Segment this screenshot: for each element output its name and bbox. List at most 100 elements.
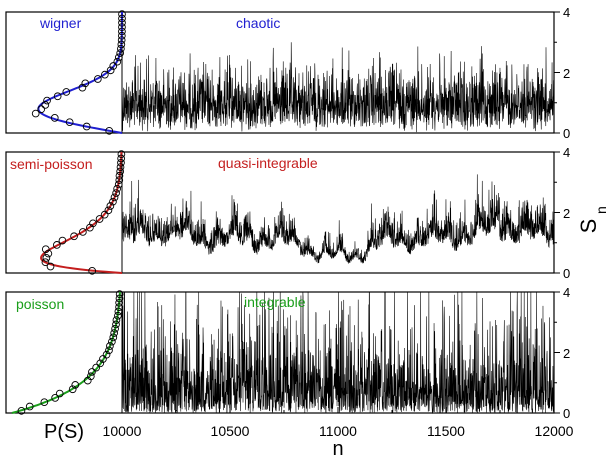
dist-point-wigner	[117, 40, 126, 49]
tick-bot-4: 4	[563, 285, 570, 300]
dist-point-poisson	[108, 337, 116, 346]
dist-point-semi-poisson	[70, 232, 78, 241]
xtick-10500: 10500	[211, 423, 250, 439]
dist-point-wigner	[113, 57, 122, 66]
dist-point-poisson	[71, 381, 80, 389]
dist-point-wigner	[93, 75, 102, 83]
dist-point-wigner	[105, 126, 114, 135]
dist-point-semi-poisson	[113, 184, 121, 193]
dist-point-wigner	[41, 101, 50, 109]
dist-point-wigner	[116, 49, 125, 57]
dist-point-poisson	[112, 316, 121, 324]
x-axis-label: n	[332, 438, 343, 458]
tick-mid-4: 4	[563, 145, 570, 160]
dist-point-wigner	[117, 31, 126, 40]
dist-point-poisson	[106, 342, 114, 350]
dist-point-poisson	[115, 294, 124, 303]
dist-point-poisson	[112, 320, 120, 329]
dist-point-wigner	[62, 88, 71, 96]
dist-point-poisson	[114, 311, 122, 320]
series-top	[121, 42, 555, 133]
dist-point-poisson	[68, 385, 77, 394]
label-wigner: wigner	[39, 15, 82, 31]
tick-bot-0: 0	[563, 406, 570, 421]
dist-point-semi-poisson	[110, 193, 119, 202]
dist-point-semi-poisson	[117, 158, 125, 167]
dist-point-wigner	[118, 27, 126, 36]
label-quasi-integrable: quasi-integrable	[218, 155, 318, 171]
dist-point-wigner	[31, 109, 40, 118]
dist-point-wigner	[117, 36, 126, 44]
dist-point-semi-poisson	[115, 171, 124, 180]
label-semi-poisson: semi-poisson	[10, 156, 92, 172]
dist-point-semi-poisson	[114, 180, 123, 189]
dist-point-wigner	[118, 14, 126, 23]
dist-point-wigner	[109, 62, 118, 70]
label-integrable: integrable	[244, 294, 306, 310]
dist-point-poisson	[17, 406, 26, 415]
dist-point-semi-poisson	[46, 262, 55, 271]
dist-point-poisson	[96, 359, 105, 368]
dist-point-semi-poisson	[79, 228, 87, 236]
dist-point-semi-poisson	[41, 245, 50, 254]
dist-point-semi-poisson	[53, 241, 61, 249]
dist-point-semi-poisson	[89, 219, 97, 228]
dist-point-semi-poisson	[95, 215, 104, 223]
dist-point-poisson	[115, 290, 124, 299]
dist-point-poisson	[55, 389, 64, 398]
tick-top-4: 4	[563, 5, 570, 20]
tick-bot-2: 2	[563, 346, 570, 361]
dist-point-semi-poisson	[42, 254, 51, 262]
series-middle	[121, 174, 555, 264]
dist-point-poisson	[88, 368, 96, 376]
dist-point-wigner	[118, 18, 126, 27]
dist-point-poisson	[111, 324, 119, 333]
dist-point-semi-poisson	[117, 154, 126, 163]
dist-point-poisson	[102, 350, 111, 359]
xtick-12000: 12000	[535, 423, 574, 439]
dist-point-semi-poisson	[88, 266, 97, 275]
tick-mid-2: 2	[563, 206, 570, 221]
dist-point-semi-poisson	[112, 189, 120, 197]
xtick-11500: 11500	[427, 423, 465, 439]
label-chaotic: chaotic	[236, 15, 280, 31]
dist-point-wigner	[82, 122, 91, 131]
dist-point-semi-poisson	[116, 163, 125, 171]
dist-point-poisson	[110, 329, 119, 337]
series-group	[121, 12, 555, 415]
dist-point-semi-poisson	[58, 236, 67, 245]
dist-point-wigner	[43, 96, 51, 105]
y-axis-label: S n	[576, 206, 609, 233]
dist-point-wigner	[50, 114, 59, 122]
dist-point-poisson	[40, 398, 49, 407]
tick-top-2: 2	[563, 66, 570, 81]
dist-point-wigner	[118, 23, 126, 31]
dist-point-poisson	[92, 363, 100, 372]
dist-point-poisson	[114, 307, 123, 316]
label-poisson: poisson	[16, 296, 64, 312]
dist-point-semi-poisson	[109, 197, 117, 206]
dist-point-semi-poisson	[100, 210, 109, 219]
dist-point-semi-poisson	[117, 150, 126, 159]
dist-point-wigner	[53, 92, 62, 101]
dist-point-wigner	[81, 79, 90, 88]
dist-point-semi-poisson	[104, 206, 113, 215]
dist-point-poisson	[51, 394, 60, 402]
dist-point-semi-poisson	[115, 176, 124, 184]
dist-point-wigner	[117, 44, 125, 53]
dist-point-poisson	[115, 298, 123, 307]
dist-point-poisson	[109, 333, 118, 342]
dist-point-poisson	[25, 402, 34, 411]
y-ticks	[554, 11, 560, 414]
y-axis-label-sub: n	[593, 206, 609, 214]
distributions-group	[11, 10, 126, 415]
series-bottom	[121, 291, 555, 415]
dist-point-semi-poisson	[41, 258, 50, 267]
dist-point-semi-poisson	[44, 249, 53, 258]
dist-point-wigner	[65, 118, 74, 127]
dist-point-poisson	[115, 303, 123, 311]
tick-mid-0: 0	[563, 266, 570, 281]
dist-point-wigner	[114, 53, 123, 62]
dist-point-wigner	[118, 10, 126, 19]
